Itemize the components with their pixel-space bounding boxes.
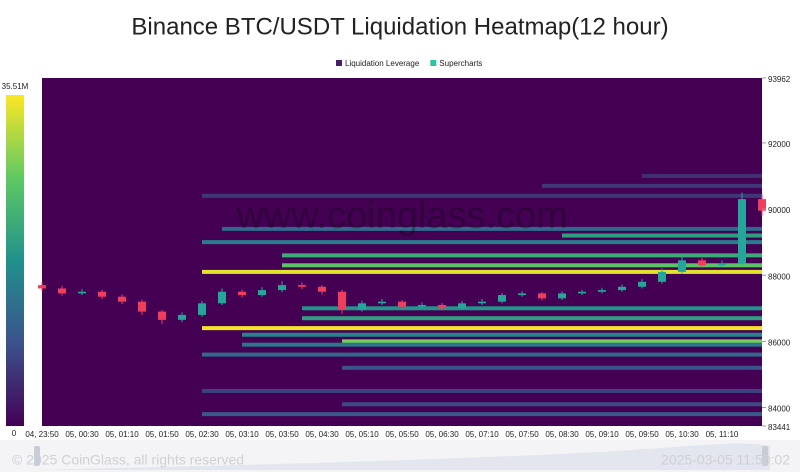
legend-swatch [430,60,437,66]
legend-swatch [336,60,342,66]
x-tick-label: 05, 09:10 [585,430,619,439]
liquidation-band [302,306,762,311]
candle-body [178,314,186,320]
liquidation-band [302,316,762,321]
candle-body [438,304,446,309]
candle-body [58,288,66,294]
colorbar-max: 35.51M [2,82,29,91]
slider-handle[interactable] [34,446,40,466]
liquidation-band [202,388,762,393]
plot-background [42,78,762,426]
candle-body [378,301,386,304]
x-tick-label: 05, 01:10 [105,430,139,439]
x-tick-label: 05, 11:10 [706,430,739,439]
candle-body [538,293,546,299]
chart-title: Binance BTC/USDT Liquidation Heatmap(12 … [131,13,668,40]
x-tick-label: 05, 07:50 [505,430,539,439]
legend-label: Liquidation Leverage [345,59,420,68]
x-tick-label: 05, 00:30 [65,430,99,439]
legend-label: Supercharts [439,59,482,68]
copyright: © 2025 CoinGlass, all rights reserved [12,452,244,468]
candle-body [618,286,626,291]
y-tick-label: 93962 [768,75,791,84]
candle-body [498,295,506,302]
candle-body [118,296,126,302]
candle-body [38,285,46,289]
candle-body [738,199,746,264]
slider-handle[interactable] [762,446,768,466]
x-tick-label: 05, 07:10 [465,430,499,439]
candle-body [298,285,306,287]
x-tick-label: 05, 05:50 [385,430,419,439]
liquidation-band [222,226,762,231]
candle-body [698,260,706,266]
liquidation-band [342,365,762,370]
colorbar-min: 0 [12,429,17,438]
candle-body [358,303,366,310]
liquidation-band [202,326,762,331]
y-tick-label: 88000 [768,272,791,281]
timestamp: 2025-03-05 11:50:02 [661,452,790,468]
y-tick-label: 83441 [768,423,791,432]
x-tick-label: 05, 04:30 [305,430,339,439]
liquidation-band [282,263,762,268]
candle-body [458,303,466,309]
candle-body [758,199,766,211]
liquidation-band [562,233,762,238]
liquidation-band [202,412,762,417]
candle-body [478,301,486,304]
x-tick-label: 05, 09:50 [625,430,659,439]
x-tick-label: 05, 03:50 [265,430,299,439]
y-tick-label: 92000 [768,140,791,149]
y-tick-label: 90000 [768,206,791,215]
colorbar [6,95,24,426]
candle-body [278,285,286,291]
candle-body [218,291,226,304]
candle-body [718,263,726,266]
x-tick-label: 05, 06:30 [425,430,459,439]
candle-body [638,281,646,287]
candle-body [158,311,166,320]
liquidation-band [242,332,762,337]
x-tick-label: 05, 08:30 [545,430,579,439]
liquidation-band [202,269,762,274]
liquidation-band [202,352,762,357]
candle-body [258,290,266,296]
candle-body [598,290,606,292]
candle-body [318,286,326,292]
x-tick-label: 05, 05:10 [345,430,379,439]
liquidation-band [242,342,762,347]
slider-preview [30,443,770,470]
x-tick-label: 05, 02:30 [185,430,219,439]
watermark: www.coinglass.com [235,195,568,237]
x-tick-label: 05, 03:10 [225,430,259,439]
liquidation-band [282,253,762,258]
candle-body [658,271,666,282]
candle-body [558,293,566,299]
liquidation-band [342,339,762,344]
liquidation-band [542,183,762,188]
x-tick-label: 04, 23:50 [25,430,59,439]
candle-body [238,291,246,296]
candle-body [418,304,426,307]
candle-body [78,291,86,294]
candle-body [578,291,586,294]
candle-body [398,301,406,307]
y-tick-label: 86000 [768,338,791,347]
candle-body [678,260,686,272]
liquidation-band [642,173,762,178]
liquidation-band [202,193,762,198]
candle-body [138,301,146,312]
candle-body [198,303,206,315]
y-tick-label: 84000 [768,405,791,414]
x-tick-label: 05, 10:30 [665,430,699,439]
x-tick-label: 05, 01:50 [145,430,179,439]
liquidation-band [342,402,762,407]
candle-body [518,293,526,296]
liquidation-band [202,240,762,245]
candle-body [338,291,346,310]
candle-body [98,291,106,297]
